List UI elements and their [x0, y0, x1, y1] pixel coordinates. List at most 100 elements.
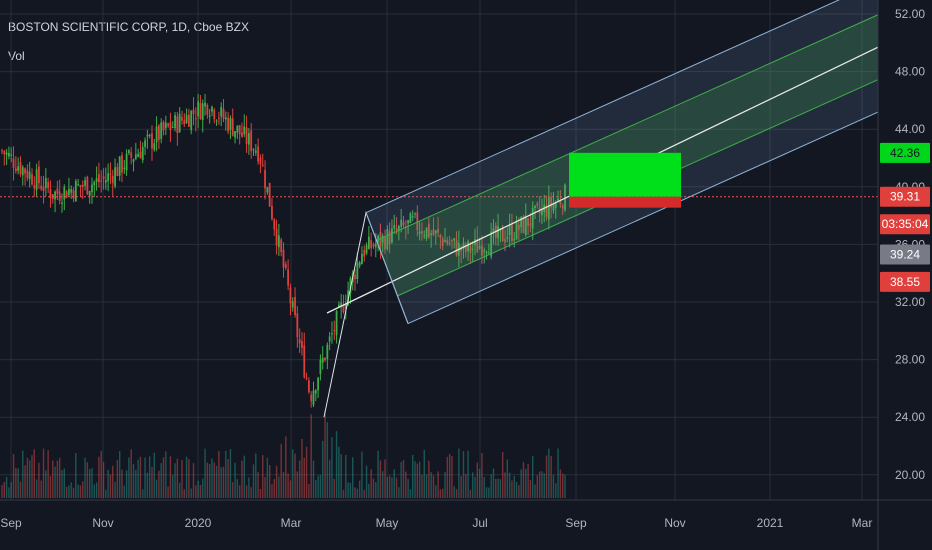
candle-body [213, 109, 216, 120]
volume-bar [425, 474, 428, 498]
volume-bar [123, 485, 125, 498]
volume-bar [340, 454, 342, 498]
candle-body [98, 174, 100, 183]
volume-bar [169, 456, 172, 498]
volume-bar [49, 476, 52, 498]
candle-body [536, 203, 539, 206]
volume-bar [10, 482, 12, 498]
candle-body [354, 274, 356, 280]
candle-body [531, 207, 534, 229]
x-tick-label: Jul [472, 516, 487, 530]
volume-bar [91, 468, 93, 498]
y-tick-label: 28.00 [895, 353, 925, 367]
candle-body [91, 184, 93, 193]
candle-body [321, 357, 324, 363]
volume-bar [268, 465, 271, 498]
candle-body [464, 244, 467, 253]
y-tick-label: 20.00 [895, 468, 925, 482]
volume-bar [88, 469, 91, 498]
candle-body [54, 191, 56, 200]
candle-body [8, 152, 10, 157]
candle-body [250, 130, 253, 152]
volume-bar [222, 466, 225, 498]
volume-bar [497, 478, 499, 498]
volume-bar [58, 457, 61, 498]
volume-bar [439, 489, 442, 498]
candle-body [564, 184, 566, 211]
volume-bar [319, 474, 322, 498]
volume-bar [181, 459, 183, 498]
volume-bar [527, 464, 529, 498]
candle-body [81, 184, 84, 187]
candle-body [65, 191, 68, 198]
volume-bar [458, 448, 460, 498]
volume-bar [312, 460, 315, 498]
volume-bar [220, 467, 222, 498]
candle-body [487, 252, 490, 254]
candle-body [545, 205, 548, 217]
volume-indicator-label[interactable]: Vol [8, 49, 25, 63]
volume-bar [555, 483, 557, 498]
candle-body [44, 177, 47, 188]
volume-bar [116, 460, 119, 498]
candle-body [153, 143, 156, 150]
price-tag-label: 38.55 [890, 275, 920, 289]
volume-bar [160, 463, 162, 498]
volume-bar [525, 468, 527, 498]
volume-bar [529, 479, 532, 498]
volume-bar [204, 448, 206, 498]
volume-bar [130, 449, 132, 498]
candle-body [361, 253, 363, 265]
volume-bar [142, 489, 144, 498]
volume-bar [146, 472, 149, 498]
volume-bar [356, 488, 359, 498]
volume-bar [172, 475, 174, 498]
candle-body [114, 167, 116, 187]
candle-body [307, 380, 310, 392]
volume-bar [24, 465, 26, 498]
candle-body [109, 173, 112, 175]
candle-body [77, 184, 80, 186]
volume-bar [412, 454, 414, 498]
volume-bar [476, 462, 479, 498]
volume-bar [469, 489, 472, 498]
volume-bar [185, 456, 188, 498]
pitchfork-outer-line [365, 0, 840, 214]
symbol-header[interactable]: BOSTON SCIENTIFIC CORP, 1D, Cboe BZX [8, 20, 249, 34]
candle-body [384, 237, 386, 250]
candle-body [273, 219, 276, 230]
candle-body [63, 187, 66, 200]
volume-bar [474, 476, 476, 498]
candle-body [167, 123, 170, 127]
volume-bar [250, 487, 252, 498]
volume-bar [557, 448, 559, 498]
price-tags: 42.36 39.31 03:35:04 39.24 38.55 [880, 142, 930, 292]
candle-body [174, 115, 176, 129]
price-tag-label: 42.36 [890, 146, 920, 160]
candle-body [21, 167, 24, 176]
volume-bar [213, 462, 215, 498]
volume-bar [70, 482, 72, 498]
volume-bar [229, 448, 232, 498]
volume-bar [65, 486, 68, 498]
volume-bar [42, 448, 45, 498]
candle-body [504, 239, 506, 243]
volume-bar [347, 482, 349, 498]
volume-bar [28, 460, 31, 498]
volume-bar [162, 457, 165, 498]
candle-body [171, 126, 174, 128]
volume-bar [379, 460, 382, 498]
volume-bar [354, 487, 356, 498]
candle-body [104, 180, 107, 183]
volume-bar [155, 479, 158, 498]
volume-bar [543, 473, 545, 498]
candle-body [319, 359, 322, 374]
candle-body [217, 117, 220, 119]
volume-bar [405, 471, 407, 498]
candle-body [88, 191, 91, 196]
volume-bar [285, 436, 287, 498]
volume-bar [257, 472, 259, 498]
x-tick-label: Sep [565, 516, 587, 530]
volume-bar [375, 482, 377, 498]
